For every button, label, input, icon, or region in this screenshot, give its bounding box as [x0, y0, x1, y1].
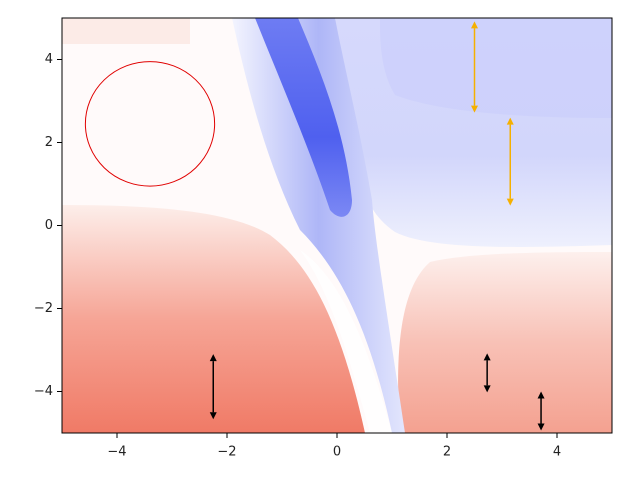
contour-field [62, 18, 612, 433]
y-tick-label: 0 [45, 218, 53, 233]
double-arrow [471, 21, 478, 113]
double-arrow [537, 391, 545, 431]
y-tick-label: −2 [34, 301, 53, 316]
x-tick-label: 0 [333, 445, 341, 460]
y-tick-label: 2 [45, 135, 53, 150]
x-tick-label: 4 [553, 445, 561, 460]
y-tick-label: −4 [34, 384, 53, 399]
circle-annotation [84, 61, 216, 187]
double-arrow [209, 354, 217, 420]
x-tick-label: 2 [443, 445, 451, 460]
x-tick-label: −2 [217, 445, 236, 460]
double-arrow [506, 117, 514, 206]
double-arrow [483, 353, 491, 393]
x-tick-label: −4 [107, 445, 126, 460]
y-tick-label: 4 [45, 52, 53, 67]
